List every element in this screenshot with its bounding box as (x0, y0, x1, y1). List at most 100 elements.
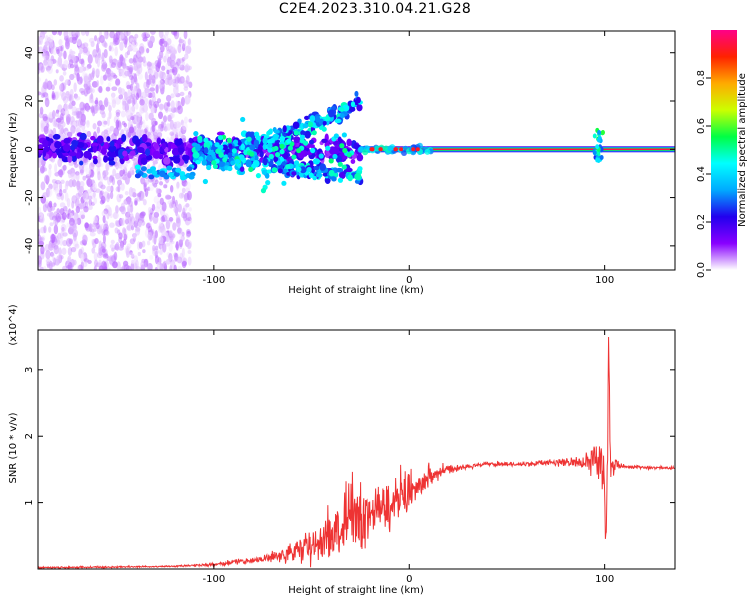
spectrogram-noise-mark (140, 177, 146, 185)
spectrogram-noise-mark (149, 35, 155, 44)
spectrogram-noise-mark (153, 182, 158, 188)
spectrogram-noise-mark (149, 31, 156, 36)
spectrogram-signal-mark (121, 133, 127, 143)
spectrogram-noise-mark (64, 103, 69, 112)
spectrogram-noise-mark (48, 226, 52, 233)
spectrogram-branch-mark (249, 144, 256, 151)
spectrogram-noise-mark (159, 44, 165, 53)
spectrogram-noise-mark (182, 39, 187, 49)
spectrogram-peak-mark (286, 138, 292, 144)
spectrogram-peak-mark (261, 169, 267, 175)
spectrogram-noise-mark (113, 32, 119, 43)
spectrogram-noise-mark (126, 65, 130, 71)
spectrogram-noise-mark (106, 192, 111, 200)
spectrogram-noise-mark (182, 121, 188, 131)
spectrogram-noise-mark (135, 259, 139, 270)
spectrogram-noise-mark (111, 99, 116, 109)
spectrogram-noise-mark (55, 117, 62, 123)
spectrogram-cluster-mark (159, 172, 166, 178)
spectrogram-noise-mark (39, 106, 44, 115)
spectrogram-signal-mark (75, 152, 81, 159)
spectrogram-noise-mark (143, 81, 148, 90)
spectrogram-noise-mark (61, 82, 67, 91)
spectrogram-noise-mark (57, 170, 63, 176)
spectrogram-noise-mark (149, 86, 155, 94)
spectrogram-cluster-mark (166, 165, 173, 171)
spectrogram-noise-mark (173, 31, 178, 37)
spectrogram-noise-mark (119, 54, 124, 63)
spectrogram-branch-mark (254, 155, 259, 162)
spectrogram-peak-mark (357, 166, 363, 172)
spectrogram-noise-mark (124, 70, 131, 77)
spectrogram-peak-mark (308, 172, 314, 178)
spectrogram-signal-mark (350, 158, 356, 165)
spectrogram-noise-mark (104, 252, 108, 258)
spectrogram-noise-mark (47, 36, 51, 42)
spectrogram-cluster-mark (134, 164, 141, 170)
spectrogram-noise-mark (114, 37, 120, 46)
spectrogram-noise-mark (106, 116, 110, 127)
spectrogram-noise-mark (137, 73, 143, 80)
spectrogram-noise-mark (115, 111, 120, 117)
spectrogram-noise-mark (83, 258, 89, 263)
spectrogram-noise-mark (44, 97, 50, 108)
spectrogram-noise-mark (184, 65, 189, 73)
spectrogram-peak-mark (232, 139, 239, 145)
spectrogram-noise-mark (131, 225, 135, 231)
spectrogram-signal-mark (57, 152, 63, 159)
spectrogram-signal-mark (171, 147, 180, 156)
spectrogram-peak-mark (321, 126, 327, 132)
spectrogram-noise-mark (51, 90, 55, 99)
spectrogram-noise-mark (169, 68, 175, 73)
spectrogram-noise-mark (46, 122, 50, 129)
spectrogram-noise-mark (75, 205, 81, 214)
spectrogram-tone-peak (415, 147, 420, 152)
spectrogram-noise-mark (172, 66, 178, 76)
page-title: C2E4.2023.310.04.21.G28 (278, 1, 472, 17)
spectrogram-noise-mark (183, 31, 188, 40)
spectrogram-noise-mark (152, 215, 159, 224)
spectrogram-noise-mark (79, 169, 84, 174)
spectrogram-branch-mark (299, 166, 307, 174)
colorbar-tick-label: 0.0 (696, 262, 707, 278)
spectrogram-peak-mark (231, 148, 237, 154)
spectrogram-noise-mark (110, 239, 115, 245)
spectrogram-noise-mark (159, 70, 164, 80)
spectrogram-branch-mark (315, 172, 323, 178)
spectrogram-noise-mark (55, 91, 60, 99)
spectrogram-noise-mark (169, 184, 174, 193)
spectrogram-noise-mark (181, 60, 186, 66)
spectrogram-noise-mark (48, 183, 53, 190)
spectrogram-noise-mark (111, 94, 115, 103)
spectrogram-cluster-mark (134, 173, 141, 179)
spectrogram-noise-mark (108, 110, 112, 120)
spectrogram-noise-mark (109, 31, 115, 39)
spectrogram-noise-mark (103, 31, 108, 38)
spectrogram-noise-mark (112, 212, 118, 220)
spectrogram-noise-mark (73, 82, 77, 93)
spectrogram-noise-mark (83, 80, 88, 91)
spectrogram-noise-mark (82, 103, 87, 111)
spectrogram-noise-mark (151, 124, 156, 133)
spectrogram-peak-mark (285, 164, 291, 170)
spectrogram-noise-mark (101, 111, 106, 119)
spectrogram-noise-mark (108, 55, 113, 64)
spectrogram-noise-mark (55, 109, 60, 114)
spectrogram-peak-mark (203, 137, 209, 143)
spectrogram-noise-mark (63, 31, 69, 38)
spectrogram-noise-mark (93, 197, 98, 205)
spectrogram-noise-mark (76, 120, 81, 129)
spectrogram-disturbance-mark (592, 133, 597, 139)
spectrogram-noise-mark (50, 242, 56, 248)
spectrogram-noise-mark (160, 215, 166, 223)
spectrogram-noise-mark (144, 124, 150, 132)
spectrogram-signal-mark (79, 132, 87, 141)
spectrogram-noise-mark (79, 202, 84, 210)
spectrogram-noise-mark (122, 100, 127, 106)
spectrogram-noise-mark (175, 100, 179, 108)
spectrogram-noise-mark (57, 232, 62, 240)
spectrogram-signal-mark (342, 155, 348, 160)
spectrogram-noise-mark (122, 63, 127, 69)
spectrogram-branch-mark (302, 123, 309, 129)
spectrogram-noise-mark (149, 235, 153, 241)
